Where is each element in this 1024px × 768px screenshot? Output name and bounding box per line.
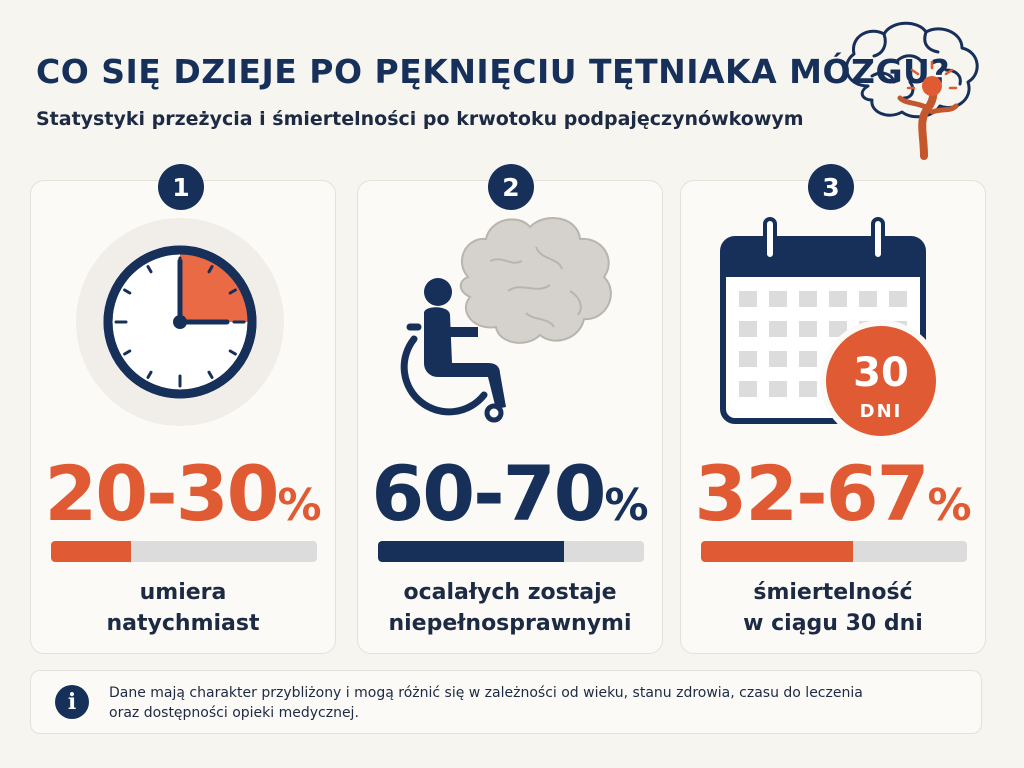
stat-value-3: 32-67% xyxy=(681,449,985,538)
description-line: śmiertelność xyxy=(753,580,913,605)
stat-description-1: umiera natychmiast xyxy=(31,577,335,639)
stat-description-3: śmiertelność w ciągu 30 dni xyxy=(681,577,985,639)
description-line: niepełnosprawnymi xyxy=(388,611,632,636)
calendar-icon: 30 DNI xyxy=(720,217,942,441)
progress-bar-3 xyxy=(701,541,967,562)
stat-number: 32-67 xyxy=(694,449,929,538)
progress-fill xyxy=(701,541,853,562)
step-number-2: 2 xyxy=(488,164,534,210)
days-badge-number: 30 xyxy=(853,350,909,396)
step-number-1: 1 xyxy=(158,164,204,210)
stat-card-30-day-mortality: 30 DNI 32-67% śmiertelność w ciągu 30 dn… xyxy=(680,180,986,654)
disclaimer-note: i Dane mają charakter przybliżony i mogą… xyxy=(30,670,982,734)
stat-value-2: 60-70% xyxy=(358,449,662,538)
disclaimer-text: Dane mają charakter przybliżony i mogą r… xyxy=(109,683,969,723)
progress-bar-2 xyxy=(378,541,644,562)
brain-icon xyxy=(459,217,612,344)
progress-fill xyxy=(51,541,131,562)
stat-card-disability: 60-70% ocalałych zostaje niepełnosprawny… xyxy=(357,180,663,654)
description-line: umiera xyxy=(139,580,227,605)
description-line: natychmiast xyxy=(106,611,260,636)
clock-icon xyxy=(76,218,284,426)
wheelchair-icon xyxy=(400,217,612,423)
page-subtitle: Statystyki przeżycia i śmiertelności po … xyxy=(36,108,804,130)
description-line: w ciągu 30 dni xyxy=(743,611,923,636)
info-icon: i xyxy=(55,685,89,719)
progress-fill xyxy=(378,541,565,562)
stat-number: 20-30 xyxy=(44,449,279,538)
description-line: ocalałych zostaje xyxy=(403,580,617,605)
disclaimer-line: oraz dostępności opieki medycznej. xyxy=(109,705,359,721)
stat-unit: % xyxy=(927,480,972,531)
stat-description-2: ocalałych zostaje niepełnosprawnymi xyxy=(358,577,662,639)
disclaimer-line: Dane mają charakter przybliżony i mogą r… xyxy=(109,685,863,701)
days-badge-unit: DNI xyxy=(860,401,903,422)
step-number-3: 3 xyxy=(808,164,854,210)
stat-card-immediate-death: 20-30% umiera natychmiast xyxy=(30,180,336,654)
stat-unit: % xyxy=(277,480,322,531)
progress-bar-1 xyxy=(51,541,317,562)
stat-value-1: 20-30% xyxy=(31,449,335,538)
page-title: CO SIĘ DZIEJE PO PĘKNIĘCIU TĘTNIAKA MÓZG… xyxy=(36,52,950,91)
stat-unit: % xyxy=(604,480,649,531)
stat-number: 60-70 xyxy=(371,449,606,538)
brain-aneurysm-icon xyxy=(844,21,979,160)
